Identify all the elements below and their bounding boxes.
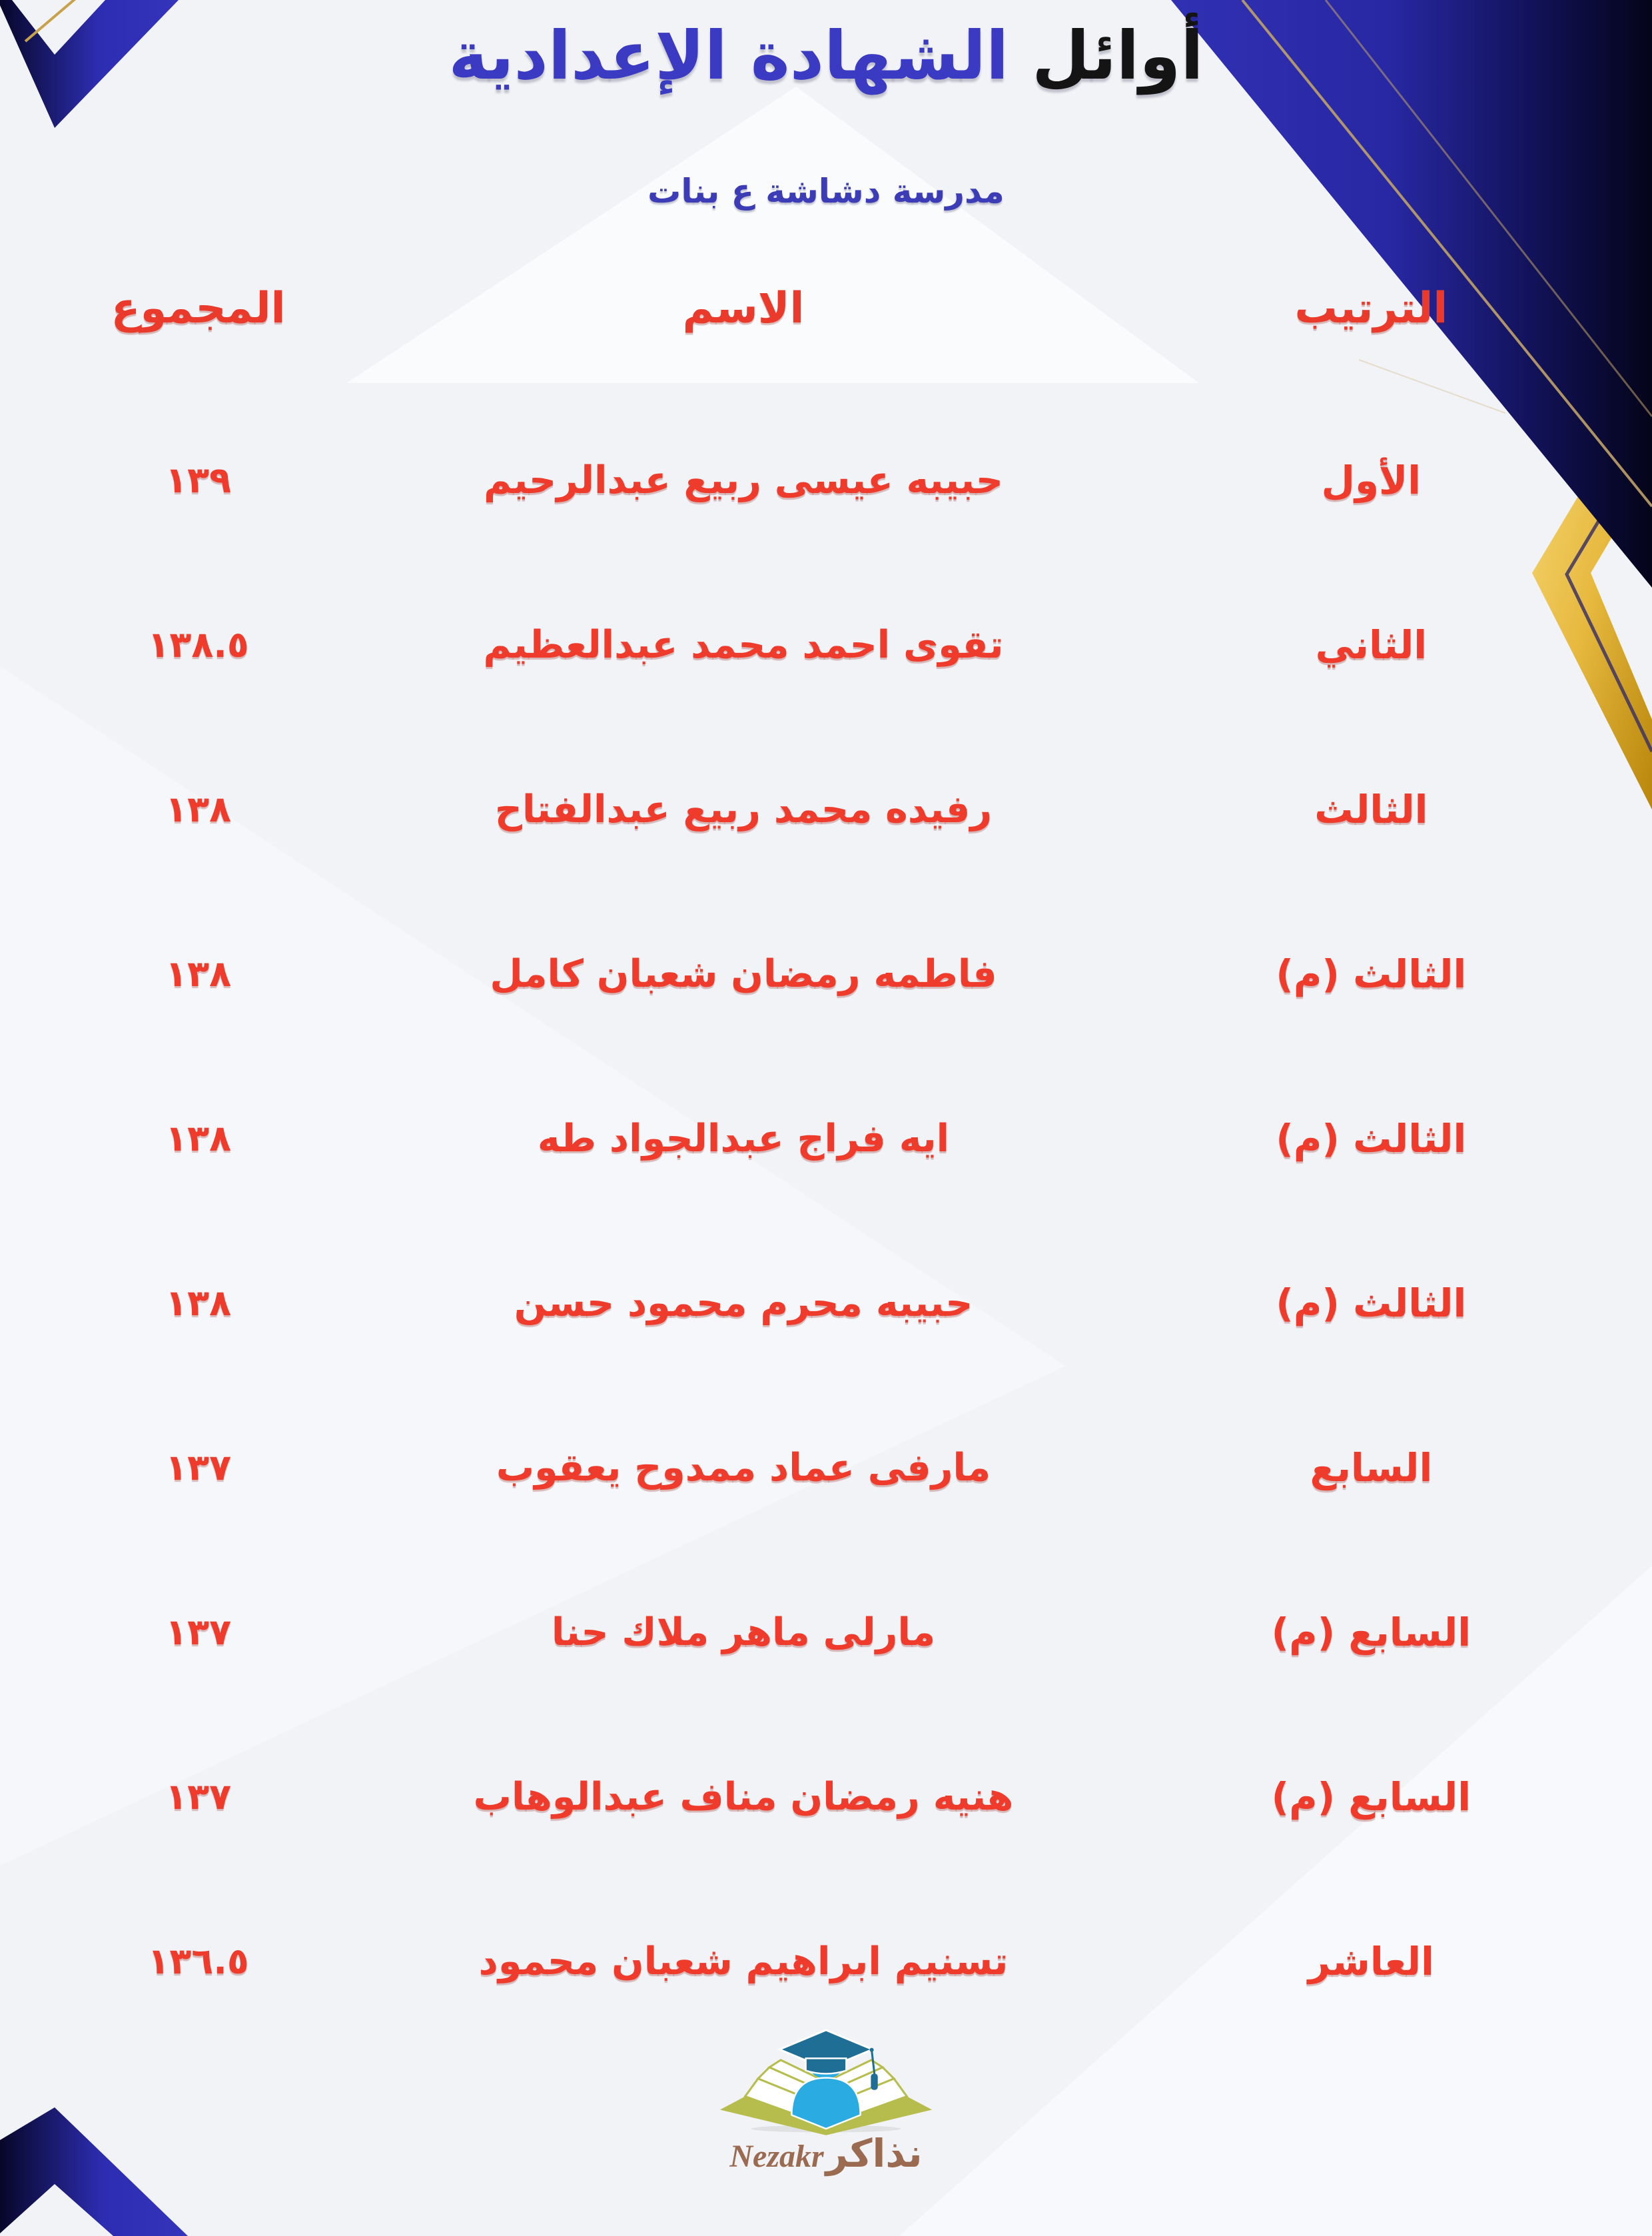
table-row: الثاني تقوى احمد محمد عبدالعظيم ١٣٨.٥ — [0, 563, 1652, 728]
rank-cell: الثالث (م) — [1276, 1281, 1467, 1327]
total-cell: ١٣٨ — [165, 788, 232, 831]
total-cell: ١٣٧ — [165, 1776, 232, 1818]
rank-cell: السابع — [1310, 1445, 1433, 1491]
table-row: الثالث (م) فاطمه رمضان شعبان كامل ١٣٨ — [0, 892, 1652, 1057]
name-cell: ايه فراج عبدالجواد طه — [537, 1117, 950, 1161]
header-name: الاسم — [682, 283, 805, 333]
logo-wordmark: Nezakr نذاكر — [729, 2131, 922, 2176]
table-row: السابع (م) مارلى ماهر ملاك حنا ١٣٧ — [0, 1550, 1652, 1715]
bottom-left-chevron-decoration — [0, 2107, 188, 2236]
rank-cell: الثالث — [1314, 787, 1428, 833]
rank-cell: الثالث (م) — [1276, 1116, 1467, 1162]
gold-accent-line — [24, 0, 77, 43]
table-header: الترتيب الاسم المجموع — [0, 265, 1652, 352]
total-cell: ١٣٨ — [165, 953, 232, 995]
faint-gold-line — [1358, 359, 1506, 414]
total-cell: ١٣٨ — [165, 1282, 232, 1325]
name-cell: فاطمه رمضان شعبان كامل — [490, 952, 997, 997]
name-cell: حبيبه عيسى ربيع عبدالرحيم — [484, 458, 1003, 503]
table-row: العاشر تسنيم ابراهيم شعبان محمود ١٣٦.٥ — [0, 1880, 1652, 2044]
table-row: الثالث (م) ايه فراج عبدالجواد طه ١٣٨ — [0, 1057, 1652, 1221]
school-name: مدرسة دشاشة ع بنات — [647, 172, 1005, 211]
nezakr-logo: Nezakr نذاكر — [0, 2027, 1652, 2176]
rank-cell: الأول — [1321, 458, 1422, 504]
table-row: الثالث (م) حبيبه محرم محمود حسن ١٣٨ — [0, 1221, 1652, 1386]
table-row: السابع (م) هنيه رمضان مناف عبدالوهاب ١٣٧ — [0, 1715, 1652, 1880]
rank-cell: السابع (م) — [1271, 1774, 1471, 1820]
header-rank: الترتيب — [1294, 283, 1448, 333]
name-cell: مارفى عماد ممدوح يعقوب — [496, 1446, 991, 1490]
logo-arabic-text: نذاكر — [825, 2131, 923, 2176]
total-cell: ١٣٨ — [165, 1117, 232, 1160]
rank-cell: الثالث (م) — [1276, 951, 1467, 997]
total-cell: ١٣٧ — [165, 1446, 232, 1489]
rank-cell: العاشر — [1308, 1939, 1435, 1985]
table-row: الأول حبيبه عيسى ربيع عبدالرحيم ١٣٩ — [0, 398, 1652, 563]
gold-accent-line — [1241, 0, 1652, 508]
gold-accent-line — [1324, 0, 1652, 417]
table-row: الثالث رفيده محمد ربيع عبدالفتاح ١٣٨ — [0, 728, 1652, 892]
rank-cell: السابع (م) — [1271, 1610, 1471, 1656]
title-word-blue: الشهادة الإعدادية — [448, 17, 1009, 95]
bg-polygon — [0, 666, 1066, 1866]
logo-latin-text: Nezakr — [729, 2139, 824, 2174]
name-cell: تقوى احمد محمد عبدالعظيم — [483, 623, 1004, 668]
total-cell: ١٣٩ — [165, 459, 232, 502]
page-title: أوائل الشهادة الإعدادية — [0, 4, 1652, 107]
name-cell: تسنيم ابراهيم شعبان محمود — [478, 1940, 1009, 1984]
top-right-blue-decoration — [1171, 0, 1652, 588]
name-cell: مارلى ماهر ملاك حنا — [551, 1610, 936, 1655]
rank-cell: الثاني — [1315, 622, 1428, 668]
name-cell: حبيبه محرم محمود حسن — [514, 1281, 973, 1326]
bg-polygon — [899, 1566, 1652, 2236]
header-total: المجموع — [111, 283, 286, 333]
top-left-chevron-decoration — [0, 0, 179, 128]
name-cell: هنيه رمضان مناف عبدالوهاب — [473, 1775, 1014, 1820]
title-word-black: أوائل — [1032, 17, 1204, 95]
bg-polygon — [346, 87, 1199, 383]
total-cell: ١٣٦.٥ — [147, 1940, 249, 1983]
total-cell: ١٣٧ — [165, 1611, 232, 1654]
graduate-book-icon — [719, 2029, 933, 2135]
name-cell: رفيده محمد ربيع عبدالفتاح — [494, 788, 993, 832]
table-row: السابع مارفى عماد ممدوح يعقوب ١٣٧ — [0, 1386, 1652, 1550]
table-body: الأول حبيبه عيسى ربيع عبدالرحيم ١٣٩ الثا… — [0, 398, 1652, 2044]
total-cell: ١٣٨.٥ — [147, 624, 249, 666]
